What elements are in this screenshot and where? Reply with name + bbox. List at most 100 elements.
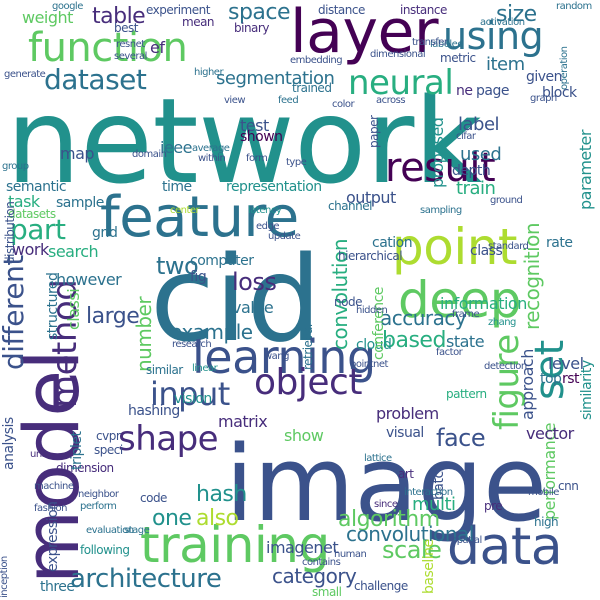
word-human: human xyxy=(334,550,366,560)
word-recognition: recognition xyxy=(522,223,542,330)
word-instance: instance xyxy=(400,4,447,16)
word-ef: ef xyxy=(150,40,164,56)
word-classi: classi xyxy=(66,289,82,330)
word-large: large xyxy=(86,306,139,328)
word-fig: fig xyxy=(190,270,206,284)
word-update: update xyxy=(268,232,300,242)
word-page: page xyxy=(476,84,509,98)
word-neighbor: neighbor xyxy=(78,490,119,500)
word-graph: graph xyxy=(530,94,557,104)
word-level: level xyxy=(548,356,584,372)
word-embedding: embedding xyxy=(290,56,342,66)
word-higher: higher xyxy=(194,68,223,78)
word-detection: detection xyxy=(484,362,527,372)
word-ground: ground xyxy=(490,196,522,206)
word-time: time xyxy=(162,180,192,194)
word-transfer: transfer xyxy=(412,38,448,48)
word-dataset: dataset xyxy=(44,66,146,94)
word-different: different xyxy=(0,255,28,370)
word-cvpr: cvpr xyxy=(96,430,120,442)
word-challenge: challenge xyxy=(354,580,408,592)
word-perform: perform xyxy=(80,502,116,512)
word-vector: vector xyxy=(526,426,574,442)
word-work: work xyxy=(12,242,49,258)
word-hashing: hashing xyxy=(128,404,180,418)
word-fashion: fashion xyxy=(34,504,67,514)
word-group: group xyxy=(2,162,29,172)
word-small: small xyxy=(312,586,341,598)
word-search: search xyxy=(48,244,98,260)
word-structured: structured xyxy=(46,273,60,340)
word-mobile: mobile xyxy=(528,488,559,498)
word-factor: factor xyxy=(436,348,462,358)
word-pointnet: pointnet xyxy=(350,360,388,370)
word-problem: problem xyxy=(376,406,439,422)
word-code: code xyxy=(140,492,167,504)
word-used: used xyxy=(460,146,501,164)
word-cnn: cnn xyxy=(558,480,578,492)
word-given: given xyxy=(526,70,562,84)
word-art: art xyxy=(398,468,414,480)
word-pattern: pattern xyxy=(446,388,487,400)
word-representation: representation xyxy=(226,180,322,194)
word-cifar: cifar xyxy=(456,132,476,142)
word-best: best xyxy=(114,22,138,34)
word-dimensional: dimensional xyxy=(370,50,425,60)
word-similar: similar xyxy=(146,364,183,376)
word-loss: loss xyxy=(232,270,276,294)
word-grid: grid xyxy=(92,226,117,240)
word-also: also xyxy=(196,508,239,530)
word-rate: rate xyxy=(546,236,572,250)
word-color: color xyxy=(332,100,354,110)
word-form: form xyxy=(246,154,267,164)
word-weight: weight xyxy=(22,10,73,26)
word-resnet: resnet xyxy=(116,40,145,50)
word-pre: pre xyxy=(484,500,502,512)
word-ne: ne xyxy=(456,84,473,98)
word-value: value xyxy=(232,300,273,316)
word-triplet: triplet xyxy=(70,431,84,470)
word-generate: generate xyxy=(4,70,45,80)
word-standard: standard xyxy=(488,242,528,252)
word-depth: depth xyxy=(452,164,490,178)
word-machine: machine xyxy=(34,482,73,492)
word-distribution: distribution xyxy=(4,202,16,264)
word-analysis: analysis xyxy=(2,417,16,470)
word-within: within xyxy=(198,154,225,164)
word-metric: metric xyxy=(440,52,476,64)
word-map: map xyxy=(60,146,94,162)
word-channel: channel xyxy=(328,200,372,212)
word-inception: inception xyxy=(0,556,10,598)
word-spatial: spatial xyxy=(452,536,482,546)
word-trained: trained xyxy=(292,82,331,94)
word-type: type xyxy=(286,158,306,168)
word-computer: computer xyxy=(190,254,254,268)
word-imagenet: imagenet xyxy=(266,540,338,556)
word-google: google xyxy=(52,2,83,12)
word-item: item xyxy=(486,56,525,74)
word-activation: activation xyxy=(480,18,525,28)
word-top: top xyxy=(540,372,561,386)
word-visual: visual xyxy=(386,426,424,440)
word-evaluation: evaluation xyxy=(86,526,134,536)
word-research: research xyxy=(172,340,211,350)
word-across: across xyxy=(376,96,405,106)
word-one: one xyxy=(152,508,191,530)
word-speci: speci xyxy=(94,444,123,456)
word-object: object xyxy=(254,365,362,401)
word-frame: frame xyxy=(452,310,479,320)
word-interaction: interaction xyxy=(404,488,453,498)
word-center: center xyxy=(170,206,199,216)
word-since: since xyxy=(374,500,397,510)
word-shape: shape xyxy=(118,422,218,456)
word-high: high xyxy=(534,516,558,528)
word-cation: cation xyxy=(372,236,412,250)
word-retrieval: retrieval xyxy=(302,324,314,370)
word-paper: paper xyxy=(368,116,380,148)
word-shown: shown xyxy=(240,130,283,144)
word-random: random xyxy=(556,2,592,12)
word-face: face xyxy=(436,426,485,450)
word-hash: hash xyxy=(196,484,247,506)
word-rst: rst xyxy=(562,372,579,386)
